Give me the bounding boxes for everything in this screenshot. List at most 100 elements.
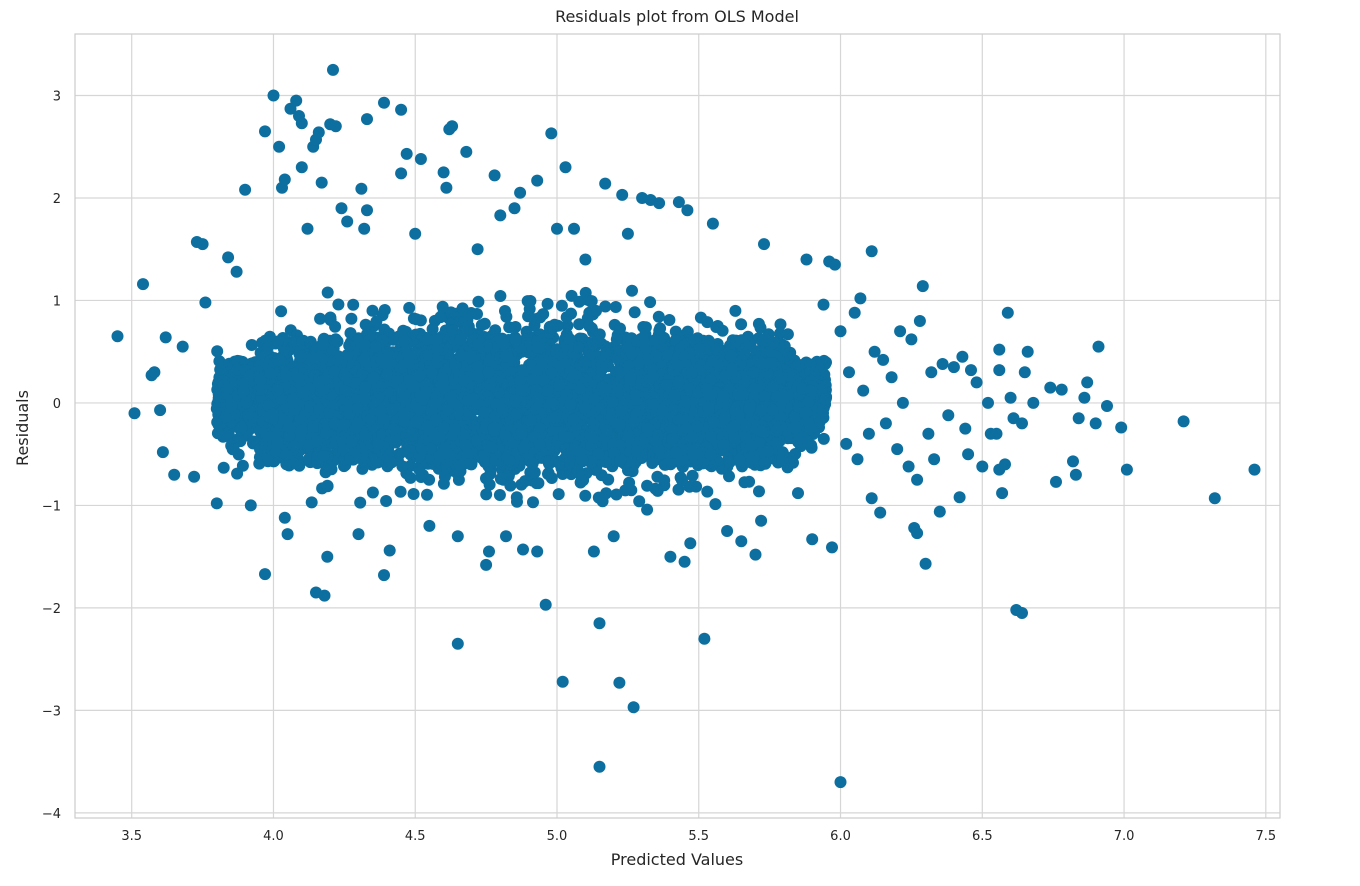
- scatter-point: [649, 482, 662, 495]
- scatter-point: [425, 366, 438, 379]
- scatter-point: [423, 473, 436, 486]
- scatter-point: [403, 444, 416, 456]
- scatter-point: [559, 443, 572, 456]
- scatter-point: [443, 449, 456, 462]
- scatter-point: [786, 422, 799, 435]
- scatter-point: [526, 457, 539, 470]
- scatter-point: [345, 312, 358, 325]
- scatter-point: [509, 321, 522, 333]
- scatter-point: [577, 474, 590, 487]
- scatter-point: [628, 306, 641, 319]
- scatter-point: [555, 299, 568, 312]
- scatter-point: [641, 503, 654, 516]
- scatter-point: [377, 413, 390, 425]
- scatter-point: [676, 474, 688, 487]
- scatter-point: [815, 383, 828, 396]
- scatter-point: [211, 345, 224, 358]
- scatter-point: [500, 310, 513, 323]
- scatter-point: [275, 305, 288, 318]
- scatter-point: [219, 411, 232, 424]
- scatter-point: [609, 301, 622, 313]
- scatter-point: [511, 495, 523, 508]
- scatter-point: [794, 430, 807, 443]
- scatter-point: [324, 311, 337, 324]
- scatter-point: [529, 313, 542, 326]
- scatter-point: [217, 430, 230, 443]
- scatter-point: [234, 435, 247, 448]
- scatter-point: [614, 366, 627, 379]
- scatter-point: [349, 377, 362, 390]
- scatter-point: [596, 380, 609, 393]
- scatter-point: [314, 312, 327, 325]
- scatter-point: [504, 479, 517, 492]
- scatter-points: [111, 63, 1261, 789]
- scatter-point: [799, 406, 812, 419]
- scatter-point: [427, 397, 440, 410]
- scatter-point: [380, 495, 393, 507]
- scatter-point: [756, 334, 769, 347]
- scatter-point: [374, 380, 387, 393]
- scatter-point: [626, 284, 638, 297]
- scatter-point: [398, 335, 410, 348]
- scatter-point: [585, 295, 598, 308]
- scatter-point: [813, 421, 825, 434]
- scatter-point: [723, 470, 735, 483]
- scatter-point: [573, 295, 586, 308]
- scatter-point: [253, 457, 266, 470]
- scatter-point: [260, 428, 273, 441]
- scatter-point: [426, 323, 439, 336]
- scatter-point: [579, 489, 592, 502]
- scatter-point: [781, 328, 794, 341]
- scatter-point: [657, 335, 670, 348]
- scatter-point: [753, 345, 766, 358]
- scatter-point: [686, 469, 699, 482]
- scatter-point: [212, 418, 225, 431]
- scatter-point: [537, 374, 550, 387]
- scatter-point: [764, 346, 777, 359]
- scatter-point: [366, 486, 379, 499]
- scatter-point: [599, 300, 612, 313]
- scatter-point: [354, 496, 367, 509]
- scatter-point: [359, 318, 372, 331]
- scatter-point: [766, 403, 779, 416]
- scatter-point: [729, 371, 742, 384]
- scatter-point: [410, 313, 423, 326]
- scatter-point: [347, 298, 360, 311]
- scatter-point: [461, 325, 474, 338]
- scatter-point: [681, 325, 694, 338]
- scatter-point: [517, 364, 530, 377]
- scatter-point: [633, 495, 646, 508]
- scatter-point: [332, 298, 345, 311]
- scatter-point: [583, 320, 596, 333]
- scatter-point: [532, 477, 545, 490]
- scatter-point: [652, 310, 665, 323]
- scatter-point: [804, 358, 817, 371]
- scatter-point: [366, 304, 379, 317]
- scatter-point: [804, 385, 817, 398]
- scatter-point: [747, 449, 760, 462]
- scatter-point: [739, 419, 752, 432]
- scatter-point: [242, 408, 255, 421]
- scatter-point: [407, 488, 420, 500]
- scatter-point: [802, 395, 815, 408]
- scatter-point: [753, 485, 765, 498]
- scatter-point: [610, 333, 623, 346]
- scatter-point: [672, 376, 685, 389]
- scatter-point: [351, 417, 364, 430]
- scatter-point: [819, 393, 832, 406]
- scatter-point: [331, 335, 344, 348]
- scatter-point: [376, 428, 389, 441]
- scatter-point: [588, 393, 600, 406]
- scatter-point: [396, 460, 409, 473]
- scatter-point: [421, 488, 433, 501]
- scatter-point: [701, 316, 714, 329]
- scatter-point: [546, 322, 559, 335]
- scatter-point: [370, 315, 383, 328]
- scatter-point: [658, 474, 671, 487]
- scatter-point: [691, 420, 704, 433]
- scatter-point: [305, 496, 318, 509]
- scatter-point: [227, 443, 240, 456]
- scatter-point: [602, 473, 615, 486]
- scatter-point: [434, 311, 447, 324]
